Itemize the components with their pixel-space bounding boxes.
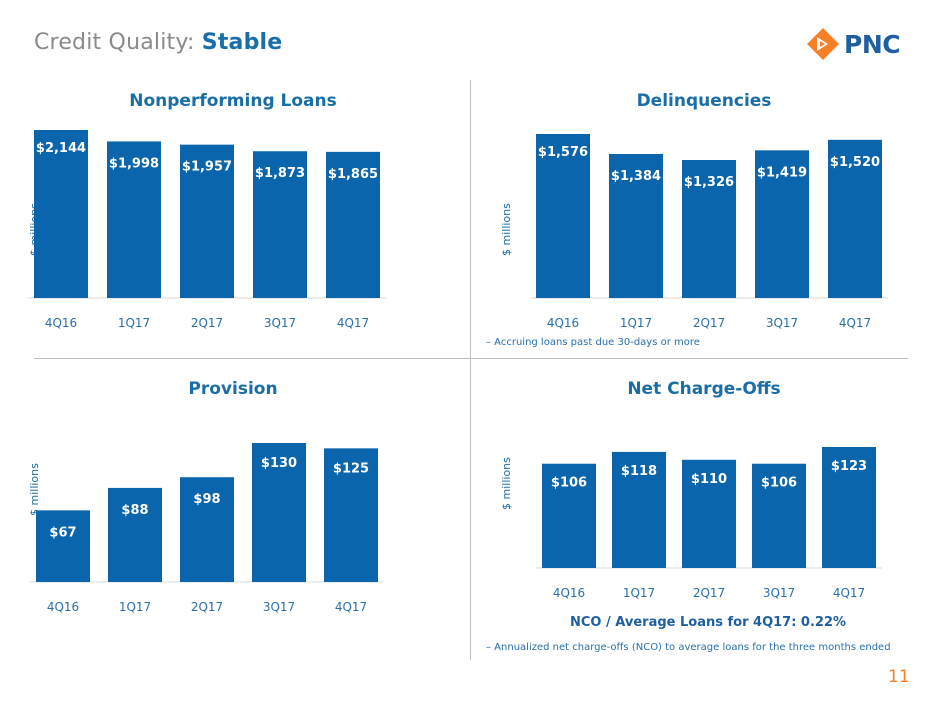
provision-data-label: $125 xyxy=(333,461,369,476)
net-charge-offs-tick-label: 3Q17 xyxy=(763,586,795,600)
nonperforming-loans-bar-3q17 xyxy=(253,151,307,298)
net-charge-offs-bar-4q16 xyxy=(542,463,596,568)
provision-panel: Provision $ millions $67 4Q16 $88 1Q17 $98 2Q… xyxy=(28,374,432,624)
provision-data-label: $130 xyxy=(261,456,297,471)
delinquencies-bar-4q16 xyxy=(536,134,590,298)
net-charge-offs-bar-4q17 xyxy=(822,447,876,568)
provision-bar-2q17 xyxy=(180,477,234,582)
nonperforming-loans-bar-2q17 xyxy=(180,144,234,298)
provision-bar-4q16 xyxy=(36,510,90,582)
delinquencies-bar-4q17 xyxy=(828,139,882,298)
npl-panel: Nonperforming Loans $ millions $2,1444Q1… xyxy=(28,88,432,338)
logo-text: PNC xyxy=(844,29,901,59)
delinquencies-data-label: $1,419 xyxy=(757,165,807,180)
nonperforming-loans-tick-label: 2Q17 xyxy=(191,316,223,330)
provision-data-label: $88 xyxy=(121,503,148,518)
delinquencies-bar-2q17 xyxy=(682,160,736,298)
nco-ratio-note: NCO / Average Loans for 4Q17: 0.22% xyxy=(570,615,847,630)
nonperforming-loans-tick-label: 4Q16 xyxy=(45,316,77,330)
nonperforming-loans-data-label: $2,144 xyxy=(36,141,86,156)
delinquencies-data-label: $1,326 xyxy=(684,175,734,190)
net-charge-offs-data-label: $106 xyxy=(551,476,587,491)
nco-footnote: – Annualized net charge-offs (NCO) to av… xyxy=(486,642,891,653)
delinquencies-bar-1q17 xyxy=(609,153,663,298)
net-charge-offs-data-label: $118 xyxy=(621,464,657,479)
nonperforming-loans-data-label: $1,865 xyxy=(328,167,378,182)
vertical-divider xyxy=(470,80,471,660)
net-charge-offs-data-label: $110 xyxy=(691,472,727,487)
nonperforming-loans-bar-4q16 xyxy=(34,130,88,298)
provision-chart: $67 4Q16 $88 1Q17 $98 2Q17 $130 3Q17 $125 4Q17 xyxy=(30,443,384,614)
delinquencies-tick-label: 3Q17 xyxy=(766,316,798,330)
delinquencies-data-label: $1,576 xyxy=(538,145,588,160)
provision-tick-label: 1Q17 xyxy=(119,600,151,614)
delinquencies-data-label: $1,520 xyxy=(830,155,880,170)
provision-data-label: $98 xyxy=(193,492,220,507)
delinquencies-data-label: $1,384 xyxy=(611,169,661,184)
nonperforming-loans-bar-1q17 xyxy=(107,141,161,298)
delinquencies-footnote: – Accruing loans past due 30-days or mor… xyxy=(486,337,700,348)
delinquencies-panel: Delinquencies $ millions $1,576 4Q16 $1,38… xyxy=(486,88,904,358)
provision-bar-4q17 xyxy=(324,448,378,582)
npl-chart: $2,144 4Q16 $1,998 1Q17 $1,957 2Q17 $1,873 3Q17… xyxy=(28,130,386,330)
pnc-logo: PNC xyxy=(806,26,901,62)
provision-title: Provision xyxy=(188,379,278,399)
provision-tick-label: 4Q16 xyxy=(47,600,79,614)
nonperforming-loans-tick-label: 1Q17 xyxy=(118,316,150,330)
net-charge-offs-data-label: $106 xyxy=(761,476,797,491)
delinquencies-chart: $1,576 4Q16 $1,384 1Q17 $1,326 2Q17 $1,419 3Q17… xyxy=(530,134,888,330)
provision-bar-3q17 xyxy=(252,443,306,582)
provision-tick-label: 4Q17 xyxy=(335,600,367,614)
nonperforming-loans-tick-label: 3Q17 xyxy=(264,316,296,330)
pnc-diamond-icon xyxy=(807,28,839,60)
net-charge-offs-bar-2q17 xyxy=(682,459,736,568)
delinquencies-tick-label: 1Q17 xyxy=(620,316,652,330)
nonperforming-loans-data-label: $1,998 xyxy=(109,156,159,171)
net-charge-offs-tick-label: 4Q17 xyxy=(833,586,865,600)
nonperforming-loans-tick-label: 4Q17 xyxy=(337,316,369,330)
npl-title: Nonperforming Loans xyxy=(129,91,337,111)
delinquencies-title: Delinquencies xyxy=(636,91,772,111)
provision-tick-label: 3Q17 xyxy=(263,600,295,614)
title-accent: Stable xyxy=(201,30,283,55)
provision-tick-label: 2Q17 xyxy=(191,600,223,614)
delinquencies-bar-3q17 xyxy=(755,150,809,298)
nco-chart: $106 4Q16 $118 1Q17 $110 2Q17 $106 3Q17 $123 4Q17 xyxy=(536,447,882,600)
provision-bar-1q17 xyxy=(108,487,162,582)
delinquencies-tick-label: 4Q16 xyxy=(547,316,579,330)
nco-title: Net Charge-Offs xyxy=(627,379,781,399)
page-number: 11 xyxy=(888,667,910,687)
net-charge-offs-tick-label: 4Q16 xyxy=(553,586,585,600)
net-charge-offs-bar-1q17 xyxy=(612,451,666,568)
delinquencies-tick-label: 2Q17 xyxy=(693,316,725,330)
net-charge-offs-bar-3q17 xyxy=(752,463,806,568)
nonperforming-loans-bar-4q17 xyxy=(326,151,380,298)
title-prefix: Credit Quality: xyxy=(34,30,195,55)
nco-panel: Net Charge-Offs $ millions $106 4Q16 $118 1… xyxy=(486,374,904,664)
delinquencies-tick-label: 4Q17 xyxy=(839,316,871,330)
net-charge-offs-data-label: $123 xyxy=(831,459,867,474)
net-charge-offs-tick-label: 1Q17 xyxy=(623,586,655,600)
net-charge-offs-tick-label: 2Q17 xyxy=(693,586,725,600)
provision-data-label: $67 xyxy=(49,525,76,540)
page-title: Credit Quality: Stable xyxy=(34,30,282,55)
nonperforming-loans-data-label: $1,873 xyxy=(255,166,305,181)
nonperforming-loans-data-label: $1,957 xyxy=(182,160,232,175)
horizontal-divider xyxy=(34,358,908,359)
